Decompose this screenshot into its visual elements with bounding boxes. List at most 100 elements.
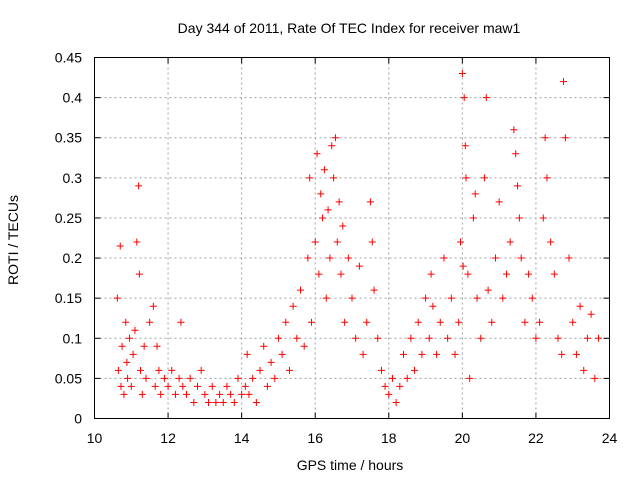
data-point	[436, 318, 444, 326]
data-point	[539, 214, 547, 222]
data-point	[547, 238, 555, 246]
data-point	[517, 254, 525, 262]
data-point	[164, 382, 172, 390]
data-point	[219, 398, 227, 406]
data-point	[377, 366, 385, 374]
data-point	[444, 334, 452, 342]
data-point	[245, 390, 253, 398]
data-point	[300, 342, 308, 350]
data-point	[306, 174, 314, 182]
data-point	[136, 366, 144, 374]
data-point	[120, 390, 128, 398]
data-point	[131, 326, 139, 334]
data-point	[339, 222, 347, 230]
y-tick-label: 0.15	[55, 290, 82, 306]
data-point	[230, 398, 238, 406]
data-point	[171, 390, 179, 398]
data-point	[175, 374, 183, 382]
data-point	[466, 374, 474, 382]
data-point	[234, 374, 242, 382]
data-point	[274, 334, 282, 342]
data-point	[116, 242, 124, 250]
data-point	[293, 334, 301, 342]
data-point	[135, 270, 143, 278]
data-point	[315, 270, 323, 278]
data-point	[113, 294, 121, 302]
data-point	[344, 254, 352, 262]
data-point	[263, 382, 271, 390]
data-point	[249, 374, 257, 382]
x-tick-label: 20	[455, 430, 471, 446]
data-point	[525, 270, 533, 278]
data-point	[451, 350, 459, 358]
data-point	[461, 142, 469, 150]
data-point	[514, 182, 522, 190]
data-point	[146, 318, 154, 326]
data-point	[543, 174, 551, 182]
data-point	[464, 270, 472, 278]
data-point	[194, 382, 201, 390]
data-point	[311, 238, 319, 246]
data-point	[455, 318, 463, 326]
data-point	[337, 270, 345, 278]
data-point	[418, 350, 426, 358]
plot-frame	[94, 57, 610, 419]
data-point	[459, 262, 467, 270]
data-point	[335, 198, 343, 206]
x-axis-label: GPS time / hours	[297, 457, 404, 473]
data-point	[363, 318, 371, 326]
y-tick-label: 0.05	[55, 370, 82, 386]
y-tick-label: 0.2	[63, 250, 83, 266]
data-point	[124, 374, 132, 382]
y-tick-label: 0.45	[55, 50, 82, 66]
data-point	[149, 302, 157, 310]
data-point	[541, 134, 549, 142]
data-point	[392, 398, 400, 406]
data-point	[560, 78, 568, 86]
data-point	[370, 286, 378, 294]
data-point	[241, 382, 249, 390]
data-point	[155, 366, 163, 374]
data-point	[429, 302, 437, 310]
data-point	[366, 198, 374, 206]
data-point	[457, 238, 465, 246]
data-point	[168, 366, 176, 374]
data-point	[123, 358, 131, 366]
data-points	[113, 70, 602, 406]
data-point	[488, 318, 496, 326]
data-point	[447, 294, 455, 302]
data-point	[326, 254, 334, 262]
data-point	[282, 318, 290, 326]
data-point	[313, 150, 321, 158]
data-point	[473, 294, 481, 302]
data-point	[576, 302, 584, 310]
data-point	[580, 366, 588, 374]
data-point	[133, 238, 141, 246]
data-point	[591, 374, 599, 382]
data-point	[127, 382, 135, 390]
data-point	[289, 302, 297, 310]
data-point	[554, 334, 562, 342]
data-point	[510, 126, 518, 134]
data-point	[114, 366, 122, 374]
data-point	[177, 318, 185, 326]
data-point	[208, 382, 216, 390]
y-axis: 0 0.05 0.1 0.15 0.2 0.25 0.3 0.35 0.4 0.45	[55, 50, 610, 427]
y-tick-label: 0.3	[63, 170, 83, 186]
data-point	[320, 166, 328, 174]
data-point	[201, 390, 209, 398]
data-point	[491, 254, 499, 262]
data-point	[594, 334, 602, 342]
data-point	[227, 390, 235, 398]
data-point	[135, 182, 143, 190]
data-point	[256, 366, 264, 374]
data-point	[205, 398, 213, 406]
data-point	[565, 254, 573, 262]
data-point	[243, 350, 251, 358]
data-point	[411, 366, 419, 374]
data-point	[499, 294, 507, 302]
data-point	[427, 270, 435, 278]
data-point	[129, 350, 137, 358]
data-point	[506, 238, 514, 246]
